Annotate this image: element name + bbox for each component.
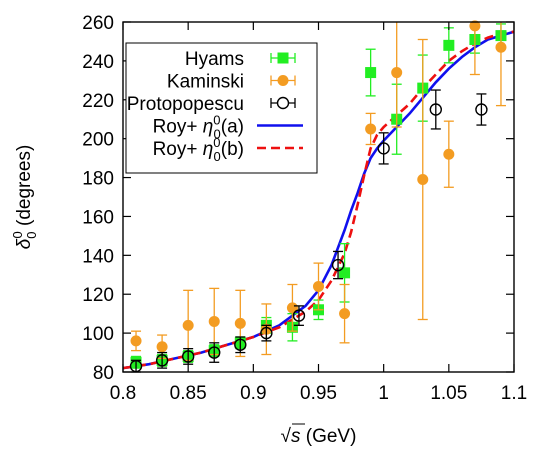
x-tick-label: 1.1 (501, 383, 527, 404)
protopopescu-point (292, 305, 306, 326)
protopopescu-marker (331, 258, 345, 272)
protopopescu-marker (475, 103, 488, 116)
kaminski-marker (130, 335, 142, 347)
protopopescu-point (377, 132, 390, 165)
protopopescu-point (331, 250, 345, 280)
kaminski-point (365, 112, 377, 146)
protopopescu-point (260, 324, 273, 342)
protopopescu-point (155, 351, 169, 369)
kaminski-point (286, 283, 298, 332)
legend-label-tail: (b) (221, 139, 244, 160)
kaminski-point (339, 283, 351, 344)
legend-marker (277, 52, 289, 64)
kaminski-marker (391, 67, 403, 79)
protopopescu-marker (429, 103, 442, 116)
legend-label: Roy+ η0 0(a) (153, 113, 244, 142)
x-tick-label: 0.95 (300, 383, 337, 404)
kaminski-marker (313, 280, 324, 292)
protopopescu-marker (208, 346, 221, 359)
y-tick-label: 200 (82, 130, 114, 151)
kaminski-point (130, 330, 142, 352)
kaminski-marker (365, 123, 377, 135)
legend-label-sup: 0 (213, 135, 220, 150)
kaminski-marker (208, 315, 220, 327)
protopopescu-point (475, 93, 488, 126)
y-axis-unit: (degrees) (14, 145, 35, 232)
legend-label-sub: 0 (214, 127, 221, 142)
protopopescu-point (234, 336, 247, 354)
kaminski-marker (417, 174, 429, 185)
x-axis-unit: (GeV) (300, 426, 356, 447)
y-tick-label: 80 (93, 363, 114, 384)
y-axis-subscript: 0 (24, 232, 39, 239)
legend-entry: Roy+ η0 0(b) (153, 135, 303, 164)
legend-label: Roy+ η0 0(b) (153, 135, 244, 164)
kaminski-marker (182, 319, 194, 331)
kaminski-point (417, 38, 429, 321)
legend-entry: Hyams (185, 49, 296, 70)
x-tick-label: 0.9 (240, 383, 266, 404)
hyams-marker (365, 67, 377, 79)
legend-label: Protopopescu (127, 94, 244, 115)
kaminski-marker (495, 41, 507, 53)
kaminski-point (313, 262, 324, 311)
legend-label-math: η (203, 117, 214, 138)
kaminski-point (391, 22, 403, 128)
kaminski-marker (286, 302, 298, 314)
protopopescu-marker (155, 354, 169, 367)
x-tick-label: 1.05 (430, 383, 467, 404)
protopopescu-marker (292, 309, 306, 322)
legend-label: Kaminski (167, 72, 244, 93)
legend-label-sup: 0 (213, 113, 220, 128)
legend-marker (276, 96, 290, 110)
y-tick-label: 120 (82, 285, 114, 306)
x-tick-label: 0.85 (170, 383, 207, 404)
y-axis-superscript: 0 (10, 231, 25, 238)
kaminski-marker (469, 20, 481, 32)
protopopescu-point (208, 342, 221, 363)
x-tick-label: 1 (378, 383, 389, 404)
kaminski-point (443, 120, 455, 188)
y-tick-label: 260 (82, 13, 114, 34)
kaminski-marker (339, 308, 351, 320)
axes-layer: 0.8 0.85 0.9 0.95 1 1.05 1.1 80 100 120 140 160 180 2… (10, 13, 527, 447)
legend-entry: Roy+ η0 0(a) (153, 113, 303, 142)
legend-label-base: Roy+ (153, 117, 203, 138)
protopopescu-marker (260, 326, 273, 340)
y-tick-label: 220 (82, 91, 114, 112)
kaminski-marker (443, 148, 455, 160)
kaminski-point (469, 20, 481, 76)
hyams-point (365, 48, 377, 97)
protopopescu-point (429, 89, 442, 130)
data-points-layer (129, 20, 507, 373)
kaminski-marker (156, 341, 168, 353)
legend-label-tail: (a) (221, 117, 244, 138)
legend-entry: Kaminski (167, 72, 296, 93)
x-axis-title: √s (GeV) (281, 426, 357, 447)
y-tick-label: 240 (82, 52, 114, 73)
y-tick-label: 160 (82, 207, 114, 228)
legend-label: Hyams (185, 49, 244, 70)
kaminski-point (495, 22, 507, 107)
y-axis-symbol: δ (14, 238, 35, 249)
hyams-marker (339, 267, 351, 279)
y-tick-label: 140 (82, 246, 114, 267)
legend-label-base: Roy+ (153, 139, 203, 160)
kaminski-marker (234, 317, 246, 329)
legend-marker (277, 75, 289, 86)
x-axis-variable: √s (281, 426, 301, 447)
legend-label-sub: 0 (214, 149, 221, 164)
y-tick-label: 180 (82, 169, 114, 190)
legend-entry: Protopopescu (127, 94, 296, 115)
y-tick-label: 100 (82, 324, 114, 345)
protopopescu-marker (234, 338, 247, 351)
x-tick-label: 0.8 (110, 383, 136, 404)
protopopescu-marker (181, 350, 195, 363)
y-axis-title: δ00 (degrees) (10, 145, 39, 250)
protopopescu-marker (377, 142, 390, 155)
legend-label-math: η (203, 139, 214, 160)
hyams-marker (443, 39, 455, 51)
